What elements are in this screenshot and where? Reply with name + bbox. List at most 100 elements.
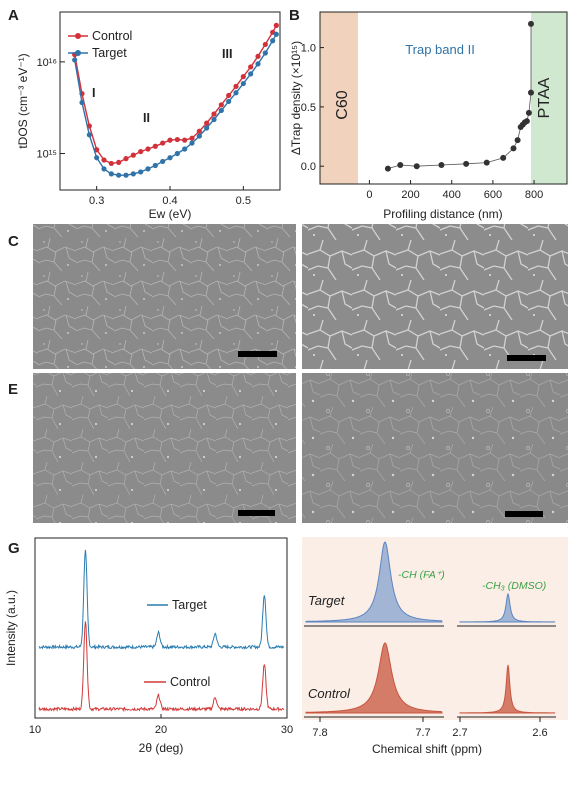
panel-a-point-target <box>145 166 151 172</box>
panel-h-nmr-chart: H Target Control -CH (FA⁺) -CH₃ (DMSO) 7… <box>302 537 568 756</box>
panel-g-x-ticks: 10 20 30 <box>29 714 293 736</box>
panel-h-target-fa-peak <box>305 541 443 623</box>
panel-b-y-axis-label: ΔTrap density (×10¹⁵) <box>289 41 303 155</box>
panel-b-xtick-label: 0 <box>366 189 372 201</box>
panel-h-peak-label-fa: -CH (FA⁺) <box>398 569 445 581</box>
legend-control-label-g: Control <box>170 675 210 689</box>
sem-image-f <box>302 373 568 523</box>
panel-b-xtick-label: 800 <box>525 189 543 201</box>
scale-bar-f <box>505 511 543 517</box>
panel-g-y-axis-label: Intensity (a.u.) <box>4 590 18 666</box>
panel-g-xrd-chart: G 10 20 30 Target Control 2θ (deg) Intensi… <box>4 537 293 755</box>
panel-b-xtick-label: 400 <box>443 189 461 201</box>
panel-a-point-target <box>160 158 166 165</box>
panel-b-x-axis-label: Profiling distance (nm) <box>383 207 502 221</box>
panel-b-point <box>527 89 534 96</box>
panel-a-point-control <box>218 102 224 108</box>
panel-a-point-target <box>189 140 195 146</box>
panel-a-point-control <box>167 137 173 143</box>
panel-a-xtick-label: 0.5 <box>236 195 251 207</box>
panel-a-point-target <box>262 50 268 56</box>
panel-a-point-target <box>152 162 158 169</box>
panel-g-series-line-control <box>38 621 285 713</box>
trap-band-label: Trap band II <box>405 42 475 57</box>
panel-b-ytick-label: 0.5 <box>301 102 316 114</box>
panel-a-point-target <box>123 172 129 178</box>
panel-a-point-target <box>218 107 224 114</box>
panel-g-xtick-label: 10 <box>29 724 41 736</box>
panel-a-point-target <box>174 150 180 157</box>
panel-g-xtick-label: 30 <box>281 724 293 736</box>
sem-image-c <box>33 224 296 369</box>
panel-a-point-control <box>152 143 158 149</box>
panel-h-control-dmso-peak <box>459 664 556 714</box>
panel-a-point-target <box>138 169 144 175</box>
panel-a-xtick-label: 0.3 <box>89 195 104 207</box>
legend-control-marker <box>75 33 81 39</box>
legend-target-label: Target <box>92 46 127 60</box>
panel-b-point <box>500 154 507 161</box>
panel-a-point-target <box>94 155 100 161</box>
panel-a-annotation-iii: III <box>222 47 232 61</box>
panel-a-y-axis-label: tDOS (cm⁻³ eV⁻¹) <box>16 53 30 148</box>
panel-g-xtick-label: 20 <box>155 724 167 736</box>
panel-a-point-target <box>211 116 217 123</box>
panel-a-point-control <box>226 92 232 99</box>
panel-d-sem-image: D <box>302 224 568 369</box>
panel-a-point-control <box>130 152 136 158</box>
panel-a-point-control <box>182 137 188 143</box>
panel-a-point-control <box>174 136 180 143</box>
panel-b-point <box>463 160 470 167</box>
panel-a-x-ticks: 0.3 0.4 0.5 <box>89 186 251 207</box>
panel-h-xtick-7-8: 7.8 <box>312 727 327 739</box>
panel-b-point <box>413 163 420 170</box>
panel-a-annotation-i: I <box>92 86 95 100</box>
panel-a-point-target <box>101 166 107 172</box>
panel-a-point-control <box>101 157 107 163</box>
panel-letter-g: G <box>8 540 20 557</box>
panel-letter-a: A <box>8 7 19 24</box>
panel-h-target-label: Target <box>308 593 346 608</box>
panel-a-point-control <box>94 147 100 153</box>
panel-a-ytick-label: 10¹⁶ <box>37 57 57 69</box>
panel-a-point-target <box>167 155 173 161</box>
panel-a-point-control <box>233 83 239 89</box>
panel-letter-b: B <box>289 7 300 24</box>
panel-a-point-target <box>255 61 261 67</box>
panel-a-point-control <box>138 148 144 155</box>
panel-h-series-group <box>305 541 556 714</box>
scale-bar-d <box>507 355 546 361</box>
c60-region <box>320 12 358 184</box>
panel-a-tdos-chart: A 0.3 0.4 0.5 10¹⁵ 10¹⁶ Ew (eV) tDOS (cm⁻³ … <box>8 7 281 221</box>
panel-b-ytick-label: 0.0 <box>301 161 316 173</box>
panel-b-point <box>523 118 530 125</box>
panel-g-series-group <box>38 549 285 713</box>
panel-b-point <box>483 159 490 166</box>
panel-b-point <box>510 145 517 152</box>
scale-bar-e <box>238 510 275 516</box>
panel-h-control-fa-peak <box>305 642 443 714</box>
panel-a-series-group <box>72 22 279 178</box>
panel-h-target-dmso-peak <box>459 592 556 623</box>
panel-a-point-target <box>270 38 276 44</box>
panel-b-point <box>514 137 521 144</box>
panel-a-point-control <box>204 120 210 126</box>
panel-b-y-ticks: 0.0 0.5 1.0 <box>301 43 324 173</box>
panel-a-point-target <box>248 71 254 77</box>
panel-a-point-control <box>255 53 261 59</box>
panel-a-point-target <box>204 125 210 131</box>
panel-a-point-target <box>86 132 92 138</box>
scale-bar-c <box>238 351 277 357</box>
panel-a-point-control <box>145 146 151 152</box>
panel-a-point-target <box>273 31 279 37</box>
panel-b-ytick-label: 1.0 <box>301 43 316 55</box>
panel-h-control-label: Control <box>308 686 351 701</box>
panel-a-point-control <box>123 156 129 162</box>
legend-target-marker <box>75 50 81 56</box>
panel-b-x-ticks: 0 200 400 600 800 <box>366 180 543 201</box>
c60-region-label: C60 <box>334 90 351 119</box>
panel-a-point-target <box>79 99 85 106</box>
panel-f-sem-image: F <box>302 373 568 523</box>
panel-h-xtick-7-7: 7.7 <box>415 727 430 739</box>
panel-a-point-control <box>262 41 268 48</box>
